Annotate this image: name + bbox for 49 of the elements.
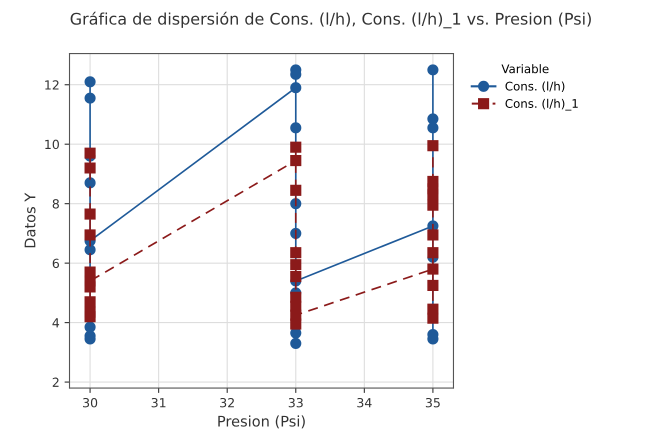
point <box>427 200 438 211</box>
point <box>84 296 96 308</box>
x-axis-title: Presion (Psi) <box>218 415 305 428</box>
y-tick-label: 6 <box>52 258 59 268</box>
point <box>290 270 302 282</box>
legend-label: Cons. (l/h) <box>505 81 564 92</box>
y-tick-label: 8 <box>52 199 59 209</box>
point <box>427 247 438 258</box>
point <box>84 148 96 159</box>
point <box>290 310 302 321</box>
point <box>290 122 302 134</box>
point <box>427 280 438 291</box>
point <box>427 189 438 200</box>
legend-label: Cons. (l/h)_1 <box>505 98 578 111</box>
x-tick-label: 33 <box>288 398 303 408</box>
x-tick-label: 31 <box>152 398 166 408</box>
point <box>290 184 302 196</box>
point <box>427 113 438 124</box>
point <box>290 338 302 349</box>
point <box>290 155 302 166</box>
point <box>427 229 438 240</box>
y-tick-label: 10 <box>45 140 59 150</box>
point <box>290 82 302 94</box>
point <box>427 140 438 152</box>
point <box>84 162 96 174</box>
point <box>84 275 96 287</box>
point <box>427 312 438 324</box>
point <box>290 247 302 258</box>
point <box>84 311 96 322</box>
point <box>427 122 438 134</box>
point <box>84 92 96 104</box>
point <box>427 64 438 76</box>
point <box>84 76 96 88</box>
legend-title: Variable <box>501 64 549 74</box>
x-tick-label: 32 <box>220 398 234 408</box>
y-tick-label: 12 <box>45 80 59 90</box>
point <box>290 259 302 270</box>
point <box>427 264 438 275</box>
x-tick-label: 30 <box>83 398 98 408</box>
x-tick-label: 34 <box>357 398 372 408</box>
y-tick-label: 4 <box>52 318 60 328</box>
y-axis-title: Datos Y <box>24 192 36 248</box>
point <box>84 229 96 240</box>
point <box>84 177 96 188</box>
x-tick-label: 35 <box>426 398 440 408</box>
point <box>84 208 96 220</box>
chart-title: Gráfica de dispersión de Cons. (l/h), Cons. (l/h)_1 vs. Presion (Psi) <box>70 12 591 28</box>
y-tick-label: 2 <box>52 378 59 387</box>
point <box>290 142 302 153</box>
